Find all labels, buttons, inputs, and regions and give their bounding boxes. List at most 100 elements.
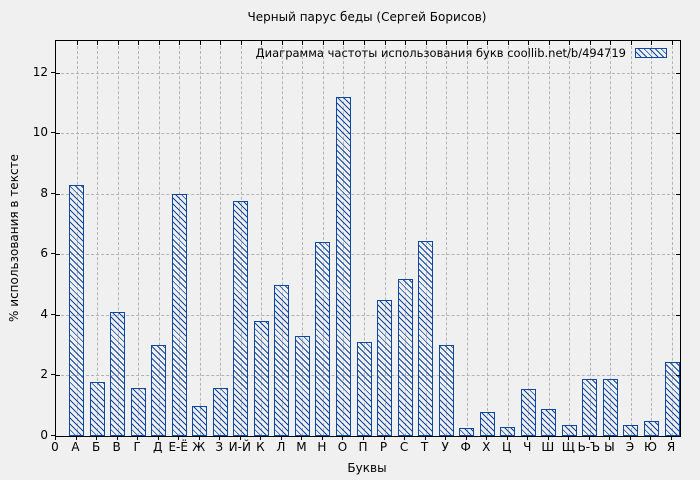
x-tick-bottom (465, 436, 467, 440)
x-tick-top (281, 41, 283, 45)
x-tick-label: Ы (604, 440, 615, 454)
x-tick-label: Р (379, 440, 388, 454)
x-tick-top (610, 41, 612, 45)
gridline-vertical (548, 41, 550, 436)
gridline-horizontal (56, 254, 680, 256)
y-tick-left (51, 374, 55, 376)
x-tick-bottom (404, 436, 406, 440)
bar-К (253, 320, 269, 436)
x-tick-label: И-Й (228, 440, 251, 454)
x-tick-top (651, 41, 653, 45)
bar-Р (377, 299, 393, 436)
x-tick-bottom (301, 436, 303, 440)
bar-Л (274, 284, 290, 436)
bar-М (294, 336, 310, 436)
x-tick-top (179, 41, 181, 45)
x-tick-bottom (280, 436, 282, 440)
y-tick-left-inner (56, 375, 60, 377)
x-tick-bottom (383, 436, 385, 440)
bar-О (335, 97, 351, 436)
gridline-horizontal (56, 133, 680, 135)
x-tick-label: В (112, 440, 121, 454)
x-axis-label: Буквы (347, 461, 387, 475)
y-tick-left-inner (56, 193, 60, 195)
y-tick-label: 2 (40, 367, 48, 382)
y-tick-right (676, 72, 680, 74)
bar-Ю (643, 420, 659, 436)
bar-Ф (459, 428, 475, 436)
bar-Е-Ё (171, 193, 187, 436)
bar-В (110, 311, 126, 436)
y-tick-left (51, 71, 55, 73)
y-tick-right (676, 375, 680, 377)
x-tick-top (405, 41, 407, 45)
y-tick-label: 8 (40, 185, 48, 200)
bar-Д (151, 345, 167, 436)
y-tick-right (676, 254, 680, 256)
x-tick-bottom (116, 436, 118, 440)
gridline-vertical (528, 41, 530, 436)
x-tick-bottom (671, 436, 672, 440)
x-tick-label: З (215, 440, 224, 454)
x-tick-top (158, 41, 160, 45)
x-tick-label: С (399, 440, 409, 454)
x-tick-top (630, 41, 632, 45)
gridline-vertical (220, 41, 222, 436)
gridline-horizontal (56, 314, 680, 316)
gridline-vertical (405, 41, 407, 436)
x-tick-bottom (137, 436, 139, 440)
x-tick-label: П (358, 440, 368, 454)
bar-З (212, 387, 228, 436)
bar-Ш (541, 408, 557, 436)
x-tick-bottom (75, 436, 77, 440)
bar-П (356, 342, 372, 436)
gridline-vertical (158, 41, 160, 436)
x-tick-label: Ш (541, 440, 555, 454)
x-tick-top (138, 41, 140, 45)
x-tick-top (117, 41, 119, 45)
x-tick-top (76, 41, 78, 45)
y-tick-label: 10 (32, 125, 48, 140)
x-tick-label: К (256, 440, 265, 454)
bar-Х (479, 411, 495, 436)
x-tick-top (384, 41, 386, 45)
bar-Щ (561, 425, 577, 436)
x-tick-label: Б (91, 440, 101, 454)
plot-area: Диаграмма частоты использования букв coo… (55, 40, 681, 437)
x-tick-bottom (527, 436, 529, 440)
x-tick-bottom (342, 436, 344, 440)
gridline-vertical (466, 41, 468, 436)
bar-Н (315, 242, 331, 436)
x-tick-bottom (506, 436, 508, 440)
y-tick-right (676, 133, 680, 135)
x-tick-label: Щ (561, 440, 575, 454)
y-tick-left (51, 192, 55, 194)
x-tick-bottom (198, 436, 200, 440)
x-tick-top (466, 41, 468, 45)
gridline-vertical (630, 41, 632, 436)
bar-А (69, 184, 85, 436)
x-tick-bottom (157, 436, 159, 440)
legend: Диаграмма частоты использования букв coo… (256, 46, 667, 60)
x-tick-label: Е-Ё (168, 440, 188, 454)
x-tick-top (261, 41, 263, 45)
gridline-vertical (672, 41, 673, 436)
x-tick-label: О (337, 440, 348, 454)
gridline-vertical (425, 41, 427, 436)
y-tick-label: 0 (40, 428, 48, 442)
y-tick-left (51, 253, 55, 255)
gridline-vertical (384, 41, 386, 436)
gridline-horizontal (56, 72, 680, 74)
x-tick-label: Х (482, 440, 491, 454)
gridline-vertical (610, 41, 612, 436)
x-tick-bottom (178, 436, 180, 440)
gridline-vertical (281, 41, 283, 436)
x-tick-top (220, 41, 222, 45)
x-tick-label: Ь-Ъ (577, 440, 601, 454)
y-tick-label: 12 (32, 64, 48, 79)
gridline-vertical (322, 41, 324, 436)
x-tick-bottom (321, 436, 323, 440)
bar-Т (418, 240, 434, 436)
x-tick-bottom (260, 436, 262, 440)
y-tick-right (676, 193, 680, 195)
